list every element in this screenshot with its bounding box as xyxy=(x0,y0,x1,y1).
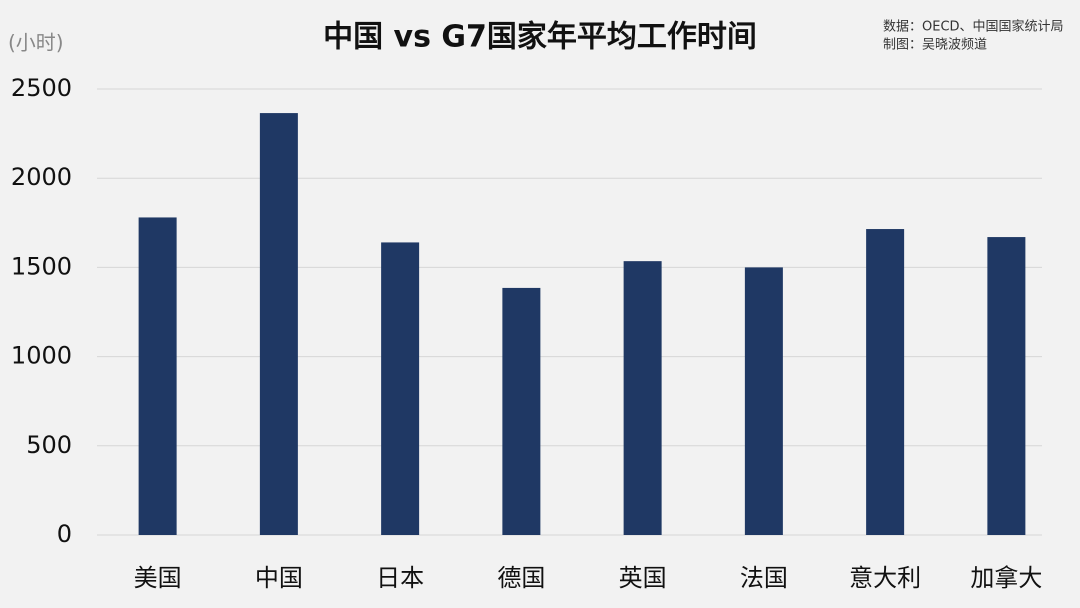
x-tick-label: 英国 xyxy=(619,564,667,592)
x-tick-label: 意大利 xyxy=(849,564,921,592)
y-tick-label: 1000 xyxy=(11,342,72,370)
bar xyxy=(381,242,420,535)
credit-note: 制图：吴晓波频道 xyxy=(883,38,987,53)
y-tick-label: 2000 xyxy=(11,163,72,191)
x-tick-label: 美国 xyxy=(134,564,182,592)
bar xyxy=(259,113,298,536)
bar xyxy=(502,287,541,535)
bar xyxy=(138,217,177,535)
x-tick-label: 中国 xyxy=(255,564,303,592)
source-note: 数据：OECD、中国国家统计局 xyxy=(883,19,1064,35)
x-tick-label: 法国 xyxy=(740,564,788,592)
y-tick-label: 2500 xyxy=(11,74,72,102)
y-tick-label: 500 xyxy=(26,431,72,459)
bar xyxy=(744,267,783,535)
x-tick-label: 加拿大 xyxy=(970,564,1042,592)
y-tick-label: 1500 xyxy=(11,252,72,280)
chart-title: 中国 vs G7国家年平均工作时间 xyxy=(323,20,757,55)
y-axis-label: (小时) xyxy=(8,31,64,55)
y-tick-label: 0 xyxy=(57,520,72,548)
bar xyxy=(987,237,1026,535)
bar xyxy=(623,261,662,535)
x-tick-label: 德国 xyxy=(497,564,545,592)
bar xyxy=(866,229,905,535)
x-tick-label: 日本 xyxy=(376,564,424,592)
